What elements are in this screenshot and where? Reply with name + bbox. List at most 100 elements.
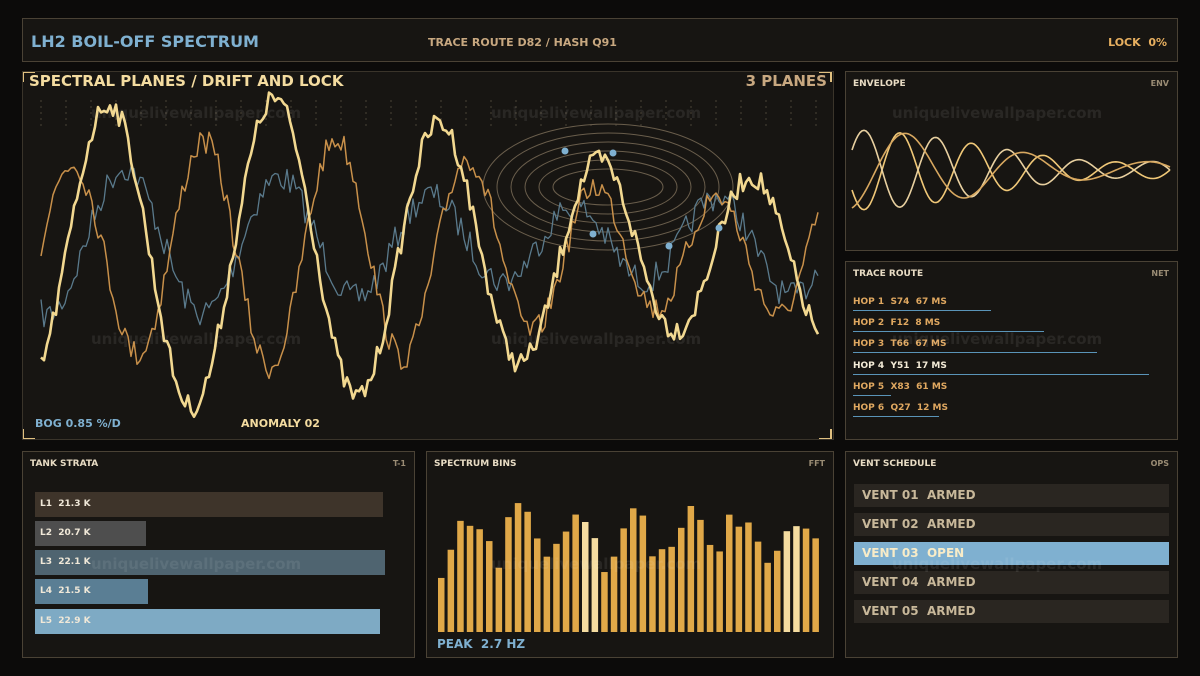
spectrum-bin xyxy=(466,525,474,632)
layer-bar: L5 22.9 K xyxy=(35,609,380,634)
spectrum-bin xyxy=(783,531,791,632)
spectrum-bin xyxy=(812,538,819,632)
envelope-wave xyxy=(851,132,1171,209)
peak-label: PEAK 2.7 HZ xyxy=(437,637,526,651)
watermark: uniquelivewallpaper.com xyxy=(91,104,302,122)
spectrum-bin xyxy=(486,541,493,632)
spectrum-bin xyxy=(505,517,512,632)
vent-row: VENT 05 ARMED xyxy=(854,600,1169,623)
panel-title: SPECTRUM BINS xyxy=(434,459,517,469)
vent-row: VENT 02 ARMED xyxy=(854,513,1169,536)
watermark: uniquelivewallpaper.com xyxy=(892,330,1103,348)
panel-tag: T-1 xyxy=(392,459,406,468)
orbit-ring xyxy=(510,141,706,233)
spectrum-plot xyxy=(438,503,819,632)
spectrum-bin xyxy=(687,506,695,632)
watermark: uniquelivewallpaper.com xyxy=(91,330,302,348)
orbit-ring xyxy=(524,150,692,224)
tank-strata-panel: TANK STRATA T-1 L1 21.3 K L2 20.7 K L3 2… xyxy=(22,451,415,658)
spectrum-bin xyxy=(726,514,733,632)
spectrum-bin xyxy=(524,511,531,632)
hop-line xyxy=(853,416,939,417)
watermark: uniquelivewallpaper.com xyxy=(491,104,702,122)
layer-label: L4 21.5 K xyxy=(40,586,91,596)
spectrum-bin xyxy=(543,556,551,632)
header-route: TRACE ROUTE D82 / HASH Q91 xyxy=(428,36,617,49)
vent-label: VENT 05 ARMED xyxy=(862,604,976,618)
spectrum-bin xyxy=(754,541,762,632)
spectrum-bin xyxy=(630,508,637,632)
orbit-dot xyxy=(561,147,569,155)
vent-row: VENT 03 OPEN xyxy=(854,542,1169,565)
watermark: uniquelivewallpaper.com xyxy=(91,555,302,573)
spectrum-bin xyxy=(802,528,810,632)
vent-label: VENT 02 ARMED xyxy=(862,517,976,531)
spectrum-bin xyxy=(572,514,579,632)
orbit-ring xyxy=(552,168,664,206)
spectrum-bin xyxy=(582,522,589,632)
spectrum-bin xyxy=(447,549,455,632)
spectrum-bin xyxy=(610,556,618,632)
spectral-title: SPECTRAL PLANES / DRIFT AND LOCK xyxy=(29,72,344,90)
panel-tag: FFT xyxy=(808,459,825,468)
orbit-dot xyxy=(609,149,617,157)
corner-bracket xyxy=(23,429,35,439)
anomaly-label: ANOMALY 02 xyxy=(241,417,320,430)
hop-label: HOP 2 F12 8 MS xyxy=(853,318,941,328)
layer-bar: L1 21.3 K xyxy=(35,492,383,517)
panel-title: TRACE ROUTE xyxy=(853,269,924,279)
spectrum-bin xyxy=(706,544,714,632)
orbit-dot xyxy=(665,242,673,250)
layer-label: L3 22.1 K xyxy=(40,557,91,567)
spectrum-bin xyxy=(764,562,771,632)
spectral-plot xyxy=(23,72,832,439)
spectrum-bin xyxy=(591,538,599,632)
spectrum-bin xyxy=(534,538,541,632)
hop-label: HOP 5 X83 61 MS xyxy=(853,382,948,392)
envelope-plot xyxy=(851,129,1171,211)
trace-route-panel: TRACE ROUTE NET HOP 1 S74 67 MS HOP 2 F1… xyxy=(845,261,1178,440)
spectrum-bin xyxy=(438,577,445,632)
spectrum-bin xyxy=(745,522,752,632)
envelope-wave xyxy=(851,129,1171,209)
orbit-ring xyxy=(496,132,720,242)
panel-tag: ENV xyxy=(1150,79,1169,88)
spectrum-bin xyxy=(514,503,522,632)
vent-label: VENT 01 ARMED xyxy=(862,488,976,502)
layer-bar: L3 22.1 K xyxy=(35,550,385,575)
layer-bar: L4 21.5 K xyxy=(35,579,148,604)
hop-line xyxy=(853,331,1044,332)
panel-title: ENVELOPE xyxy=(853,79,906,89)
vent-row: VENT 04 ARMED xyxy=(854,571,1169,594)
watermark: uniquelivewallpaper.com xyxy=(892,104,1103,122)
layer-bar: L2 20.7 K xyxy=(35,521,146,546)
layer-label: L5 22.9 K xyxy=(40,616,91,626)
spectrum-bin xyxy=(620,528,627,632)
layer-label: L1 21.3 K xyxy=(40,499,91,509)
bog-rate: BOG 0.85 %/D xyxy=(35,417,121,430)
spectrum-bin xyxy=(735,526,743,632)
waveform xyxy=(40,166,819,328)
spectrum-bin xyxy=(793,526,800,632)
panel-tag: NET xyxy=(1151,269,1169,278)
spectrum-bin xyxy=(649,556,656,632)
hop-line xyxy=(853,395,891,396)
spectrum-bin xyxy=(562,531,570,632)
corner-bracket xyxy=(819,72,832,82)
spectral-badge: 3 PLANES xyxy=(745,72,827,90)
spectrum-bins-panel: SPECTRUM BINS FFT PEAK 2.7 HZ uniquelive… xyxy=(426,451,834,658)
vent-schedule-panel: VENT SCHEDULE OPS VENT 01 ARMED VENT 02 … xyxy=(845,451,1178,658)
orbit-dot xyxy=(715,224,723,232)
hop-line xyxy=(853,310,991,311)
panel-tag: OPS xyxy=(1150,459,1169,468)
watermark: uniquelivewallpaper.com xyxy=(892,555,1103,573)
header-lock: LOCK 0% xyxy=(1108,36,1167,49)
spectrum-bin xyxy=(495,567,503,632)
hop-label: HOP 3 T66 67 MS xyxy=(853,339,947,349)
hop-label: HOP 1 S74 67 MS xyxy=(853,297,947,307)
panel-title: TANK STRATA xyxy=(30,459,99,469)
spectrum-bin xyxy=(658,549,666,632)
header-bar: LH2 BOIL-OFF SPECTRUM TRACE ROUTE D82 / … xyxy=(22,18,1178,62)
spectrum-bin xyxy=(668,546,675,632)
